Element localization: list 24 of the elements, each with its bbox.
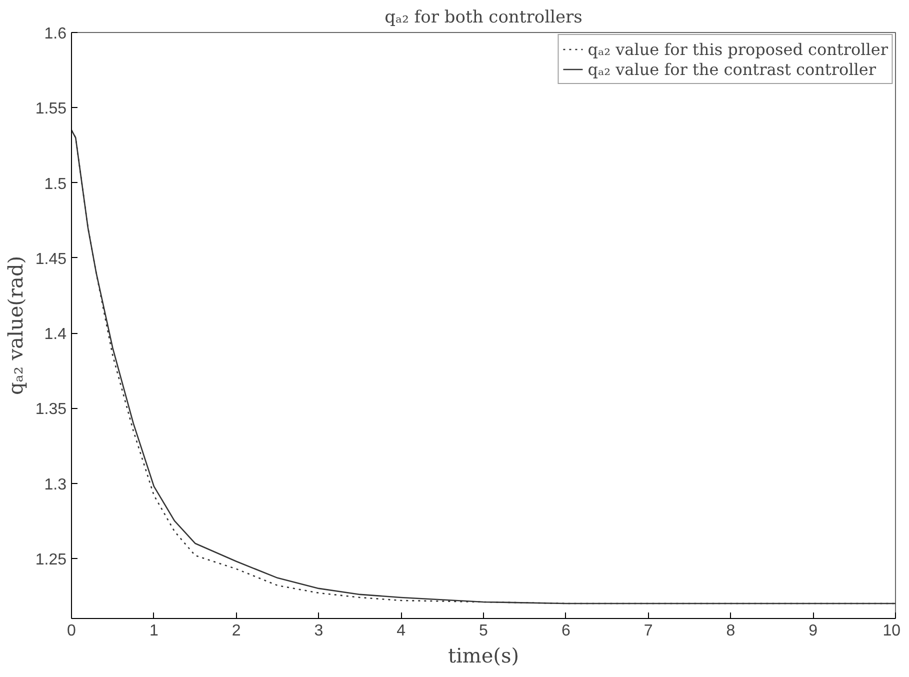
x-tick-label: 1: [149, 622, 158, 640]
x-tick-label: 3: [314, 622, 324, 640]
y-axis-title: qₐ₂ value(rad): [3, 256, 28, 396]
legend-label: qₐ₂ value for the contrast controller: [588, 60, 876, 78]
y-tick-label: 1.35: [35, 401, 67, 418]
y-tick-label: 1.45: [35, 250, 67, 268]
legend-label: qₐ₂ value for this proposed controller: [588, 40, 888, 58]
x-tick-label: 5: [479, 622, 488, 640]
x-tick-label: 7: [644, 622, 653, 640]
x-tick-label: 8: [726, 622, 736, 640]
y-tick-label: 1.6: [44, 26, 67, 42]
y-tick-label: 1.25: [35, 551, 67, 568]
x-tick-label: 10: [882, 622, 901, 640]
y-tick-label: 1.3: [44, 476, 67, 494]
x-tick-label: 6: [561, 622, 570, 640]
x-axis-title: time(s): [448, 644, 520, 668]
y-tick-label: 1.55: [35, 100, 67, 118]
x-tick-label: 2: [232, 622, 241, 640]
x-tick-label: 0: [67, 622, 76, 640]
y-tick-label: 1.4: [44, 326, 67, 344]
chart-title: qₐ₂ for both controllers: [384, 8, 582, 28]
x-tick-label: 9: [808, 622, 818, 640]
x-tick-label: 4: [396, 622, 406, 640]
y-tick-label: 1.5: [44, 176, 67, 193]
